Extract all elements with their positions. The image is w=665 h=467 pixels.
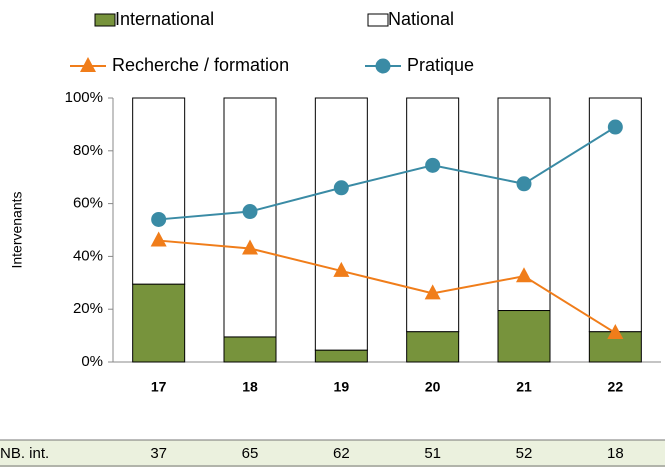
legend-label: Recherche / formation [112,55,289,75]
x-tick-label: 17 [151,379,167,395]
bar [223,336,277,363]
bar [497,310,551,363]
table-cell: 52 [516,445,533,462]
y-tick-label: 80% [73,142,103,159]
legend-swatch [94,13,116,27]
marker [333,180,349,196]
y-tick-label: 0% [81,353,103,370]
x-tick-label: 22 [608,379,624,395]
y-tick-label: 40% [73,247,103,264]
legend-label: National [388,9,454,29]
table-cell: 62 [333,445,350,462]
bar [132,283,186,363]
legend-label: Pratique [407,55,474,75]
y-tick-label: 20% [73,300,103,317]
marker [333,261,350,277]
marker [242,239,258,255]
marker [425,157,441,173]
y-axis-label: Intervenants [9,191,25,268]
legend-swatch [367,13,389,27]
marker [607,119,623,135]
marker [80,57,96,72]
marker [516,176,532,192]
marker [607,323,624,339]
table-row-bg [0,440,665,467]
marker [375,58,391,74]
marker [242,204,258,220]
line [158,239,616,334]
x-tick-label: 20 [425,379,441,395]
line [158,126,616,221]
marker [516,267,532,283]
legend-label: International [115,9,214,29]
bar [132,97,186,285]
table-cell: 51 [424,445,441,462]
y-tick-label: 100% [65,89,103,106]
x-tick-label: 21 [516,379,532,395]
marker [150,231,167,247]
table-label: NB. int. [0,445,49,462]
bar [314,97,368,351]
x-tick-label: 19 [334,379,350,395]
marker [424,284,441,300]
x-tick-label: 18 [242,379,258,395]
table-cell: 37 [150,445,167,462]
y-tick-label: 60% [73,195,103,212]
marker [151,211,167,227]
table-cell: 65 [242,445,259,462]
bar [314,349,368,363]
table-cell: 18 [607,445,624,462]
bar [406,331,460,363]
